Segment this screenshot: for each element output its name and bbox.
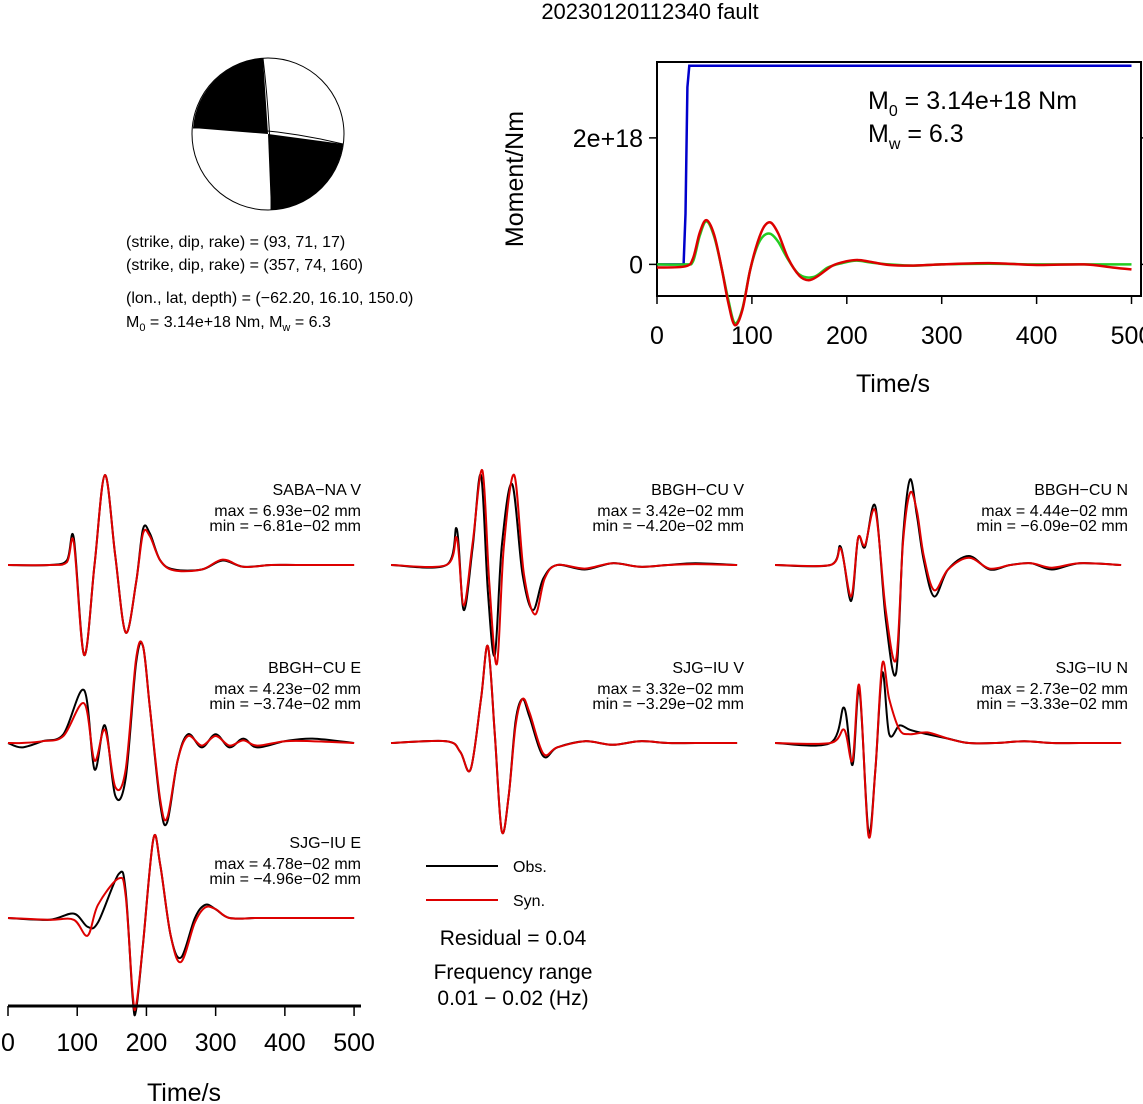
beachball-compressional-quadrant-2 (268, 134, 343, 210)
station-name: SJG−IU E (289, 835, 361, 852)
moment-annotation-mw: Mw = 6.3 (868, 120, 964, 153)
beachball (191, 57, 345, 211)
moment-annotation-m0: M0 = 3.14e+18 Nm (868, 87, 1077, 120)
station-max: max = 6.93e−02 mm (214, 503, 361, 520)
moment-ytick-label: 0 (629, 251, 643, 279)
moment-xlabel: Time/s (856, 370, 930, 398)
station-name: SJG−IU V (672, 660, 744, 677)
station-name: BBGH−CU V (651, 482, 744, 499)
station-min: min = −4.20e−02 mm (592, 518, 744, 535)
location-text: (lon., lat, depth) = (−62.20, 16.10, 150… (126, 290, 413, 307)
moment-xtick-label: 200 (826, 322, 868, 350)
station-max: max = 2.73e−02 mm (981, 681, 1128, 698)
legend-syn-label: Syn. (513, 893, 545, 910)
frequency-range-value: 0.01 − 0.02 (Hz) (437, 987, 588, 1010)
waveform-xlabel: Time/s (147, 1079, 221, 1104)
station-max: max = 4.78e−02 mm (214, 856, 361, 873)
synthetic-trace (7, 473, 355, 657)
waveform-xtick-label: 400 (264, 1029, 306, 1057)
waveform-legend: Obs. Syn. Residual = 0.04 Frequency rang… (426, 859, 592, 1010)
beachball-nodal-plane-1 (192, 127, 344, 145)
station-min: min = −3.33e−02 mm (976, 696, 1128, 713)
beachball-nodal-plane-2 (262, 57, 272, 211)
station-name: BBGH−CU N (1034, 482, 1128, 499)
moment-xtick-label: 500 (1111, 322, 1143, 350)
moment-xtick-label: 300 (921, 322, 963, 350)
waveform-xtick-label: 100 (56, 1029, 98, 1057)
mechanism-info: (strike, dip, rake) = (93, 71, 17) (stri… (126, 234, 413, 334)
waveform-xtick-label: 500 (333, 1029, 375, 1057)
moment-ylabel: Moment/Nm (501, 111, 529, 247)
waveform-xtick-label: 200 (126, 1029, 168, 1057)
synthetic-trace (7, 640, 355, 822)
station-max: max = 3.42e−02 mm (597, 503, 744, 520)
synthetic-trace (390, 469, 738, 666)
station-min: min = −3.29e−02 mm (592, 696, 744, 713)
waveform-time-axis: Time/s 0 100 200 300 400 500 (1, 1004, 375, 1104)
moment-ytick-label: 2e+18 (573, 125, 643, 153)
station-name: BBGH−CU E (268, 660, 361, 677)
synthetic-trace (7, 834, 355, 1012)
beachball-compressional-quadrant-1 (193, 58, 268, 134)
station-max: max = 4.44e−02 mm (981, 503, 1128, 520)
moment-series-2 (656, 218, 1132, 327)
station-min: min = −3.74e−02 mm (209, 696, 361, 713)
synthetic-trace (390, 644, 738, 835)
waveform-xtick-label: 0 (1, 1029, 15, 1057)
figure-title: 20230120112340 fault (541, 0, 758, 24)
frequency-range-label: Frequency range (434, 961, 593, 984)
station-name: SJG−IU N (1056, 660, 1128, 677)
synthetic-trace (774, 490, 1122, 663)
station-max: max = 4.23e−02 mm (214, 681, 361, 698)
moment-xtick-label: 100 (731, 322, 773, 350)
moment-xtick-label: 400 (1016, 322, 1058, 350)
moment-plot-frame (656, 61, 1142, 297)
waveform-xtick-label: 300 (195, 1029, 237, 1057)
nodal-plane-1-text: (strike, dip, rake) = (93, 71, 17) (126, 234, 345, 251)
legend-obs-label: Obs. (513, 859, 547, 876)
moment-text: M0 = 3.14e+18 Nm, Mw = 6.3 (126, 314, 331, 334)
moment-series-1 (656, 220, 1132, 325)
residual-text: Residual = 0.04 (440, 927, 587, 950)
station-min: min = −6.09e−02 mm (976, 518, 1128, 535)
nodal-plane-2-text: (strike, dip, rake) = (357, 74, 160) (126, 257, 363, 274)
station-name: SABA−NA V (273, 482, 362, 499)
synthetic-trace (774, 660, 1122, 839)
moment-plot: 010020030040050002e+18 M0 = 3.14e+18 Nm … (501, 61, 1143, 398)
moment-xtick-label: 0 (650, 322, 664, 350)
station-max: max = 3.32e−02 mm (597, 681, 744, 698)
station-min: min = −6.81e−02 mm (209, 518, 361, 535)
station-min: min = −4.96e−02 mm (209, 871, 361, 888)
